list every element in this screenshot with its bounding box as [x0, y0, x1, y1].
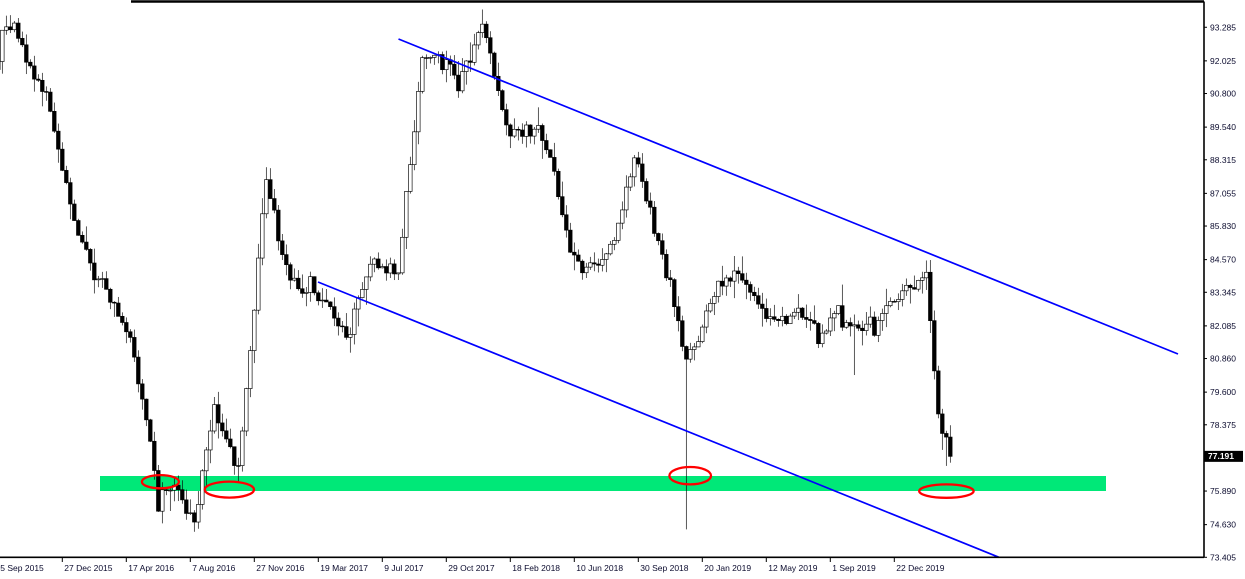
svg-text:18 Feb 2018: 18 Feb 2018 [512, 563, 560, 573]
svg-text:90.800: 90.800 [1210, 89, 1236, 99]
svg-text:78.375: 78.375 [1210, 420, 1236, 430]
svg-text:84.570: 84.570 [1210, 255, 1236, 265]
svg-text:89.540: 89.540 [1210, 122, 1236, 132]
svg-text:82.085: 82.085 [1210, 321, 1236, 331]
svg-text:92.025: 92.025 [1210, 56, 1236, 66]
svg-text:10 Jun 2018: 10 Jun 2018 [576, 563, 623, 573]
svg-text:1 Sep 2019: 1 Sep 2019 [832, 563, 876, 573]
svg-text:83.345: 83.345 [1210, 287, 1236, 297]
svg-text:30 Sep 2018: 30 Sep 2018 [640, 563, 688, 573]
svg-text:87.055: 87.055 [1210, 188, 1236, 198]
svg-text:29 Oct 2017: 29 Oct 2017 [448, 563, 495, 573]
svg-text:7 Aug 2016: 7 Aug 2016 [192, 563, 235, 573]
svg-text:73.405: 73.405 [1210, 552, 1236, 562]
svg-text:93.285: 93.285 [1210, 22, 1236, 32]
svg-text:12 May 2019: 12 May 2019 [768, 563, 817, 573]
svg-text:27 Dec 2015: 27 Dec 2015 [64, 563, 112, 573]
svg-text:17 Apr 2016: 17 Apr 2016 [128, 563, 174, 573]
svg-text:27 Nov 2016: 27 Nov 2016 [256, 563, 304, 573]
svg-text:79.600: 79.600 [1210, 387, 1236, 397]
svg-text:75.890: 75.890 [1210, 486, 1236, 496]
svg-text:74.630: 74.630 [1210, 520, 1236, 530]
svg-text:88.315: 88.315 [1210, 155, 1236, 165]
svg-text:20 Jan 2019: 20 Jan 2019 [704, 563, 751, 573]
svg-text:9 Jul 2017: 9 Jul 2017 [384, 563, 423, 573]
svg-text:80.860: 80.860 [1210, 354, 1236, 364]
svg-text:19 Mar 2017: 19 Mar 2017 [320, 563, 368, 573]
svg-text:22 Dec 2019: 22 Dec 2019 [896, 563, 944, 573]
svg-text:85.830: 85.830 [1210, 221, 1236, 231]
svg-text:5 Sep 2015: 5 Sep 2015 [0, 563, 44, 573]
svg-text:77.191: 77.191 [1208, 451, 1234, 461]
